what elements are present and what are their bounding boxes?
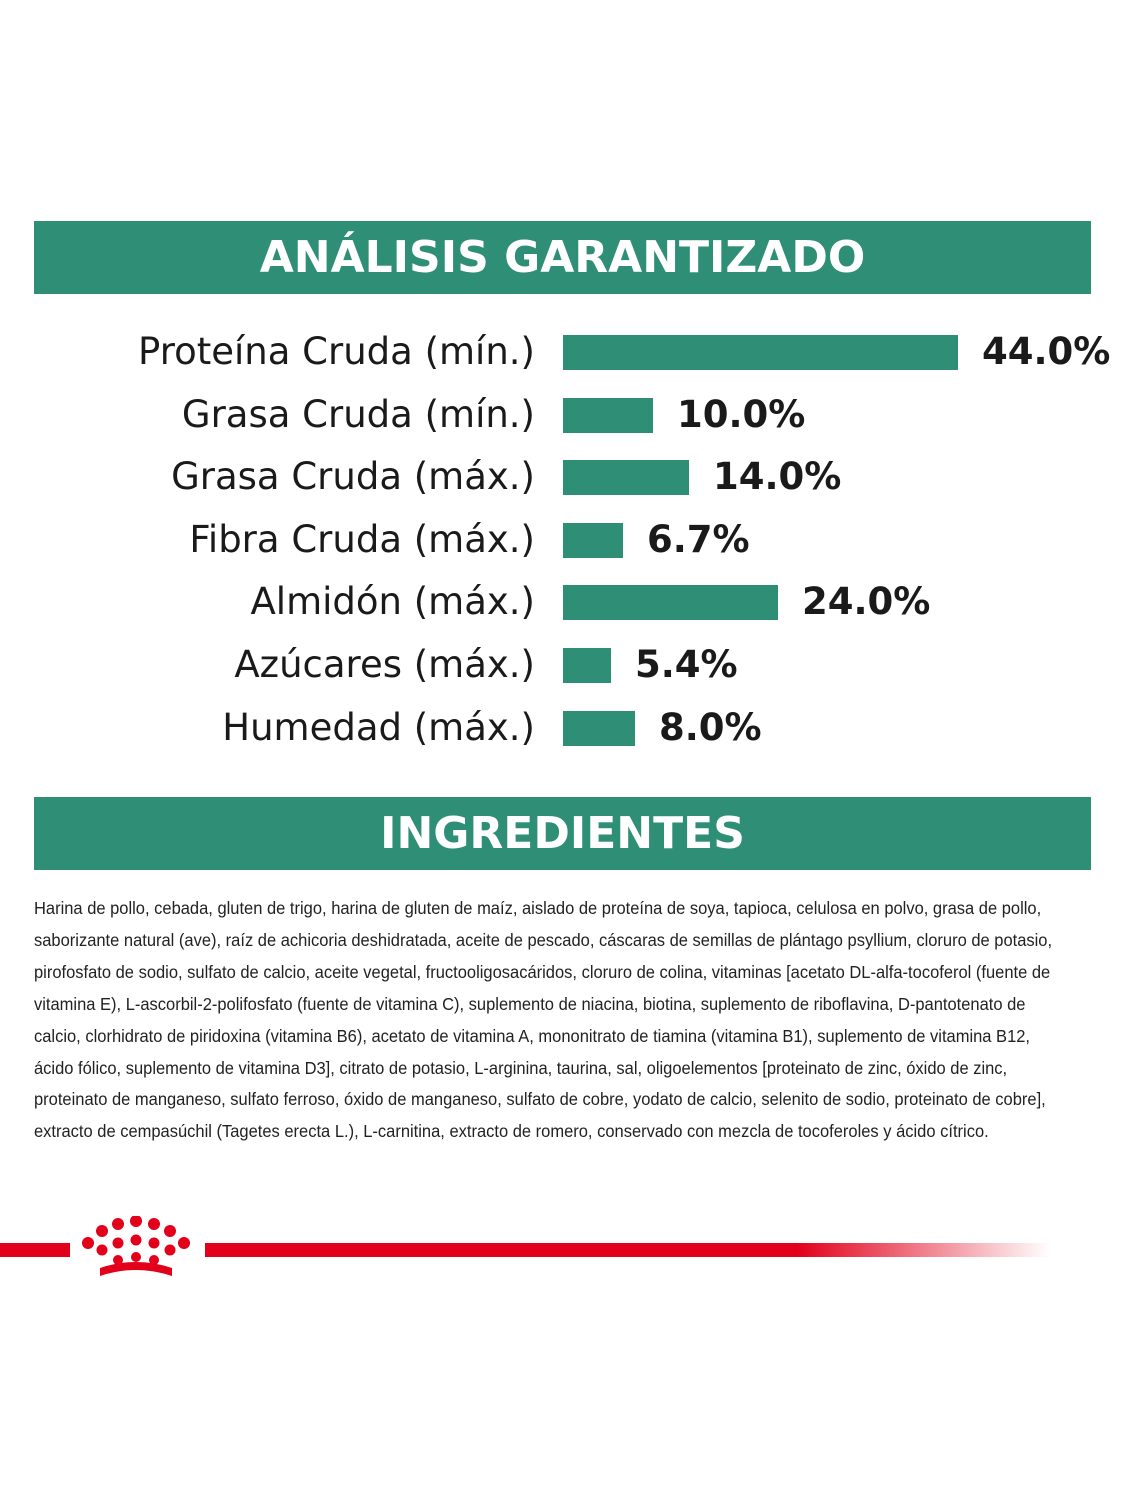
value-label: 10.0% (677, 392, 806, 436)
category-label: Almidón (máx.) (250, 580, 536, 624)
category-label: Humedad (máx.) (222, 705, 535, 749)
category-label: Grasa Cruda (máx.) (171, 455, 535, 499)
bar (563, 648, 611, 683)
bar (563, 710, 635, 746)
ingredients-title: INGREDIENTES (380, 808, 745, 859)
ingredients-header: INGREDIENTES (34, 797, 1091, 870)
value-label: 8.0% (659, 705, 762, 749)
bar (563, 585, 778, 621)
value-label: 5.4% (635, 643, 738, 686)
value-label: 44.0% (982, 330, 1111, 373)
crown-icon (82, 1216, 190, 1276)
value-label: 24.0% (802, 580, 931, 624)
category-label: Proteína Cruda (mín.) (138, 330, 535, 373)
category-label: Azúcares (máx.) (234, 643, 535, 686)
ingredients-text: Harina de pollo, cebada, gluten de trigo… (34, 898, 1053, 1142)
category-label: Grasa Cruda (mín.) (181, 392, 535, 436)
brand-line-right (205, 1243, 1050, 1257)
analysis-title: ANÁLISIS GARANTIZADO (259, 232, 866, 283)
value-label: 14.0% (713, 455, 842, 499)
category-label: Fibra Cruda (máx.) (189, 517, 535, 561)
bar (563, 460, 689, 496)
bar (563, 522, 623, 558)
analysis-header: ANÁLISIS GARANTIZADO (34, 221, 1091, 294)
bar (563, 335, 958, 370)
brand-line-left (0, 1243, 70, 1257)
value-label: 6.7% (647, 517, 750, 561)
bar (563, 397, 653, 433)
